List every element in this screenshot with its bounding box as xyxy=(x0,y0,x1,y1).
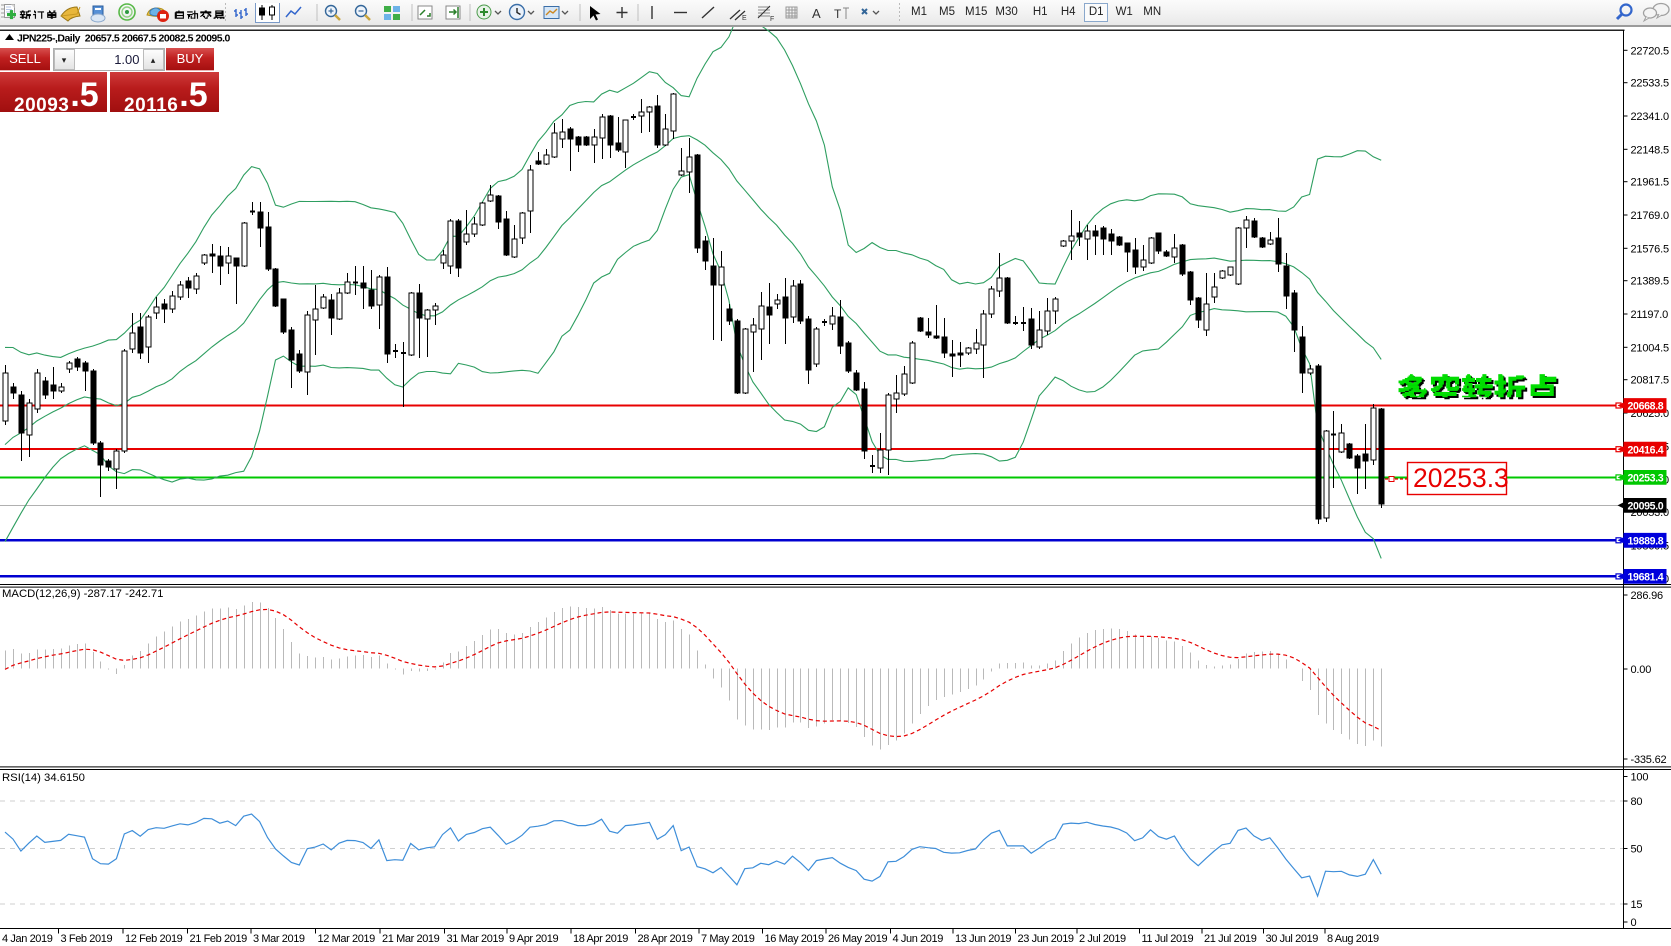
svg-text:21 Feb 2019: 21 Feb 2019 xyxy=(190,933,248,945)
svg-text:100: 100 xyxy=(1631,772,1649,784)
svg-text:F: F xyxy=(770,16,774,23)
svg-text:19681.4: 19681.4 xyxy=(1628,572,1664,584)
svg-text:21197.0: 21197.0 xyxy=(1631,309,1669,321)
svg-text:80: 80 xyxy=(1631,796,1643,808)
svg-text:21004.5: 21004.5 xyxy=(1631,342,1669,354)
svg-text:0: 0 xyxy=(1631,917,1637,929)
svg-text:RSI(14) 34.6150: RSI(14) 34.6150 xyxy=(2,772,85,784)
svg-text:21 Jul 2019: 21 Jul 2019 xyxy=(1204,933,1257,945)
svg-text:20095.0: 20095.0 xyxy=(1628,501,1664,513)
svg-text:16 May 2019: 16 May 2019 xyxy=(765,933,824,945)
svg-text:3 Mar 2019: 3 Mar 2019 xyxy=(253,933,305,945)
svg-text:T: T xyxy=(834,7,842,21)
svg-text:21 Mar 2019: 21 Mar 2019 xyxy=(382,933,440,945)
svg-text:20253.3: 20253.3 xyxy=(1413,463,1509,493)
svg-text:22533.5: 22533.5 xyxy=(1631,78,1669,90)
svg-text:22720.5: 22720.5 xyxy=(1631,45,1669,57)
svg-text:3 Feb 2019: 3 Feb 2019 xyxy=(61,933,113,945)
svg-text:MACD(12,26,9) -287.17 -242.71: MACD(12,26,9) -287.17 -242.71 xyxy=(2,588,163,600)
svg-text:15: 15 xyxy=(1631,899,1643,911)
svg-text:21389.5: 21389.5 xyxy=(1631,276,1669,288)
svg-text:23 Jun 2019: 23 Jun 2019 xyxy=(1018,933,1074,945)
svg-text:50: 50 xyxy=(1631,844,1643,856)
svg-text:-335.62: -335.62 xyxy=(1631,754,1667,766)
svg-text:A: A xyxy=(812,6,821,21)
svg-text:7 May 2019: 7 May 2019 xyxy=(701,933,755,945)
svg-text:22341.0: 22341.0 xyxy=(1631,111,1669,123)
svg-text:4 Jun 2019: 4 Jun 2019 xyxy=(893,933,944,945)
svg-text:13 Jun 2019: 13 Jun 2019 xyxy=(955,933,1011,945)
svg-text:8 Aug 2019: 8 Aug 2019 xyxy=(1327,933,1379,945)
svg-text:9 Apr 2019: 9 Apr 2019 xyxy=(509,933,558,945)
svg-text:E: E xyxy=(742,15,747,22)
svg-text:286.96: 286.96 xyxy=(1631,590,1664,602)
svg-text:20817.5: 20817.5 xyxy=(1631,375,1669,387)
svg-text:20668.8: 20668.8 xyxy=(1628,401,1664,413)
svg-text:18 Apr 2019: 18 Apr 2019 xyxy=(573,933,628,945)
svg-text:20416.4: 20416.4 xyxy=(1628,444,1664,456)
svg-text:0.00: 0.00 xyxy=(1631,664,1652,676)
svg-text:26 May 2019: 26 May 2019 xyxy=(828,933,887,945)
svg-text:12 Feb 2019: 12 Feb 2019 xyxy=(125,933,183,945)
svg-text:11 Jul 2019: 11 Jul 2019 xyxy=(1142,933,1194,945)
svg-text:12 Mar 2019: 12 Mar 2019 xyxy=(318,933,376,945)
svg-text:21961.5: 21961.5 xyxy=(1631,177,1669,189)
svg-text:21576.5: 21576.5 xyxy=(1631,243,1669,255)
svg-text:JPN225-,Daily 20657.5 20667.5: JPN225-,Daily 20657.5 20667.5 20082.5 20… xyxy=(17,33,231,45)
svg-text:28 Apr 2019: 28 Apr 2019 xyxy=(638,933,693,945)
svg-text:19889.8: 19889.8 xyxy=(1628,536,1664,548)
svg-text:4 Jan 2019: 4 Jan 2019 xyxy=(2,933,53,945)
svg-text:20253.3: 20253.3 xyxy=(1628,473,1664,485)
svg-text:30 Jul 2019: 30 Jul 2019 xyxy=(1266,933,1319,945)
svg-text:21769.0: 21769.0 xyxy=(1631,210,1669,222)
svg-text:31 Mar 2019: 31 Mar 2019 xyxy=(447,933,505,945)
svg-text:22148.5: 22148.5 xyxy=(1631,144,1669,156)
svg-text:2 Jul 2019: 2 Jul 2019 xyxy=(1079,933,1126,945)
